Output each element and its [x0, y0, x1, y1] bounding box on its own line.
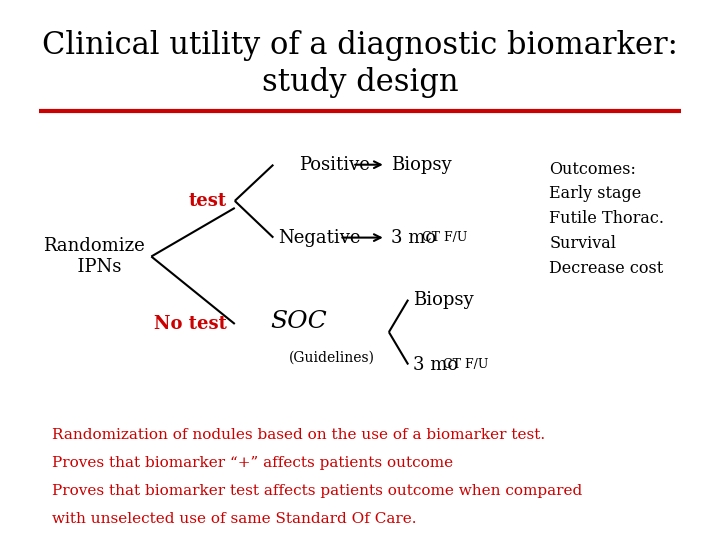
Text: test: test: [189, 192, 226, 210]
Text: Clinical utility of a diagnostic biomarker:: Clinical utility of a diagnostic biomark…: [42, 30, 678, 62]
Text: Randomize
  IPNs: Randomize IPNs: [42, 237, 145, 276]
Text: No test: No test: [153, 315, 226, 333]
Text: CT F/U: CT F/U: [422, 231, 467, 244]
Text: (Guidelines): (Guidelines): [289, 350, 375, 365]
Text: Proves that biomarker “+” affects patients outcome: Proves that biomarker “+” affects patien…: [52, 456, 453, 470]
Text: Randomization of nodules based on the use of a biomarker test.: Randomization of nodules based on the us…: [52, 428, 545, 442]
Text: SOC: SOC: [270, 310, 327, 333]
Text: with unselected use of same Standard Of Care.: with unselected use of same Standard Of …: [52, 512, 416, 526]
Text: Negative: Negative: [279, 228, 361, 247]
Text: 3 mo: 3 mo: [391, 228, 441, 247]
Text: 3 mo: 3 mo: [413, 355, 464, 374]
Text: Positive: Positive: [299, 156, 370, 174]
Text: Biopsy: Biopsy: [413, 291, 473, 309]
Text: Outcomes:
Early stage
Futile Thorac.
Survival
Decrease cost: Outcomes: Early stage Futile Thorac. Sur…: [549, 160, 665, 277]
Text: CT F/U: CT F/U: [444, 358, 489, 371]
Text: Proves that biomarker test affects patients outcome when compared: Proves that biomarker test affects patie…: [52, 484, 582, 498]
Text: study design: study design: [261, 66, 459, 98]
Text: Biopsy: Biopsy: [391, 156, 451, 174]
